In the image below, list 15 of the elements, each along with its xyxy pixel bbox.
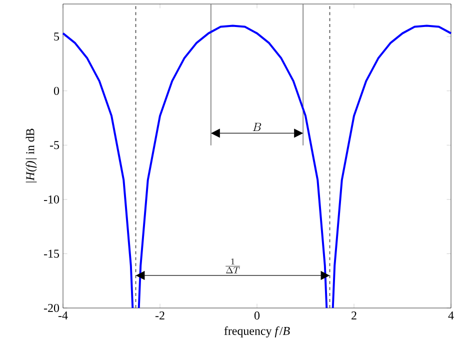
y-tick-label: 0 <box>54 86 60 95</box>
y-tick-label: -20 <box>44 304 60 312</box>
x-tick-label: 4 <box>448 312 454 320</box>
y-tick-label: 5 <box>54 32 60 41</box>
x-tick-label: -2 <box>155 312 164 320</box>
annotation: $B$ <box>252 122 262 132</box>
x-tick-label: -4 <box>58 312 68 320</box>
y-axis-title: |H(f)| in dB <box>26 128 37 182</box>
y-tick-label: -15 <box>44 250 60 258</box>
y-tick-label: -5 <box>50 141 60 150</box>
x-axis-title: frequency f/B <box>224 326 290 338</box>
annotation: $\frac{1}{\Delta T}$ <box>226 258 240 274</box>
x-tick-label: 2 <box>352 312 356 320</box>
x-tick-label: 0 <box>254 312 260 320</box>
y-tick-label: -10 <box>44 195 60 204</box>
